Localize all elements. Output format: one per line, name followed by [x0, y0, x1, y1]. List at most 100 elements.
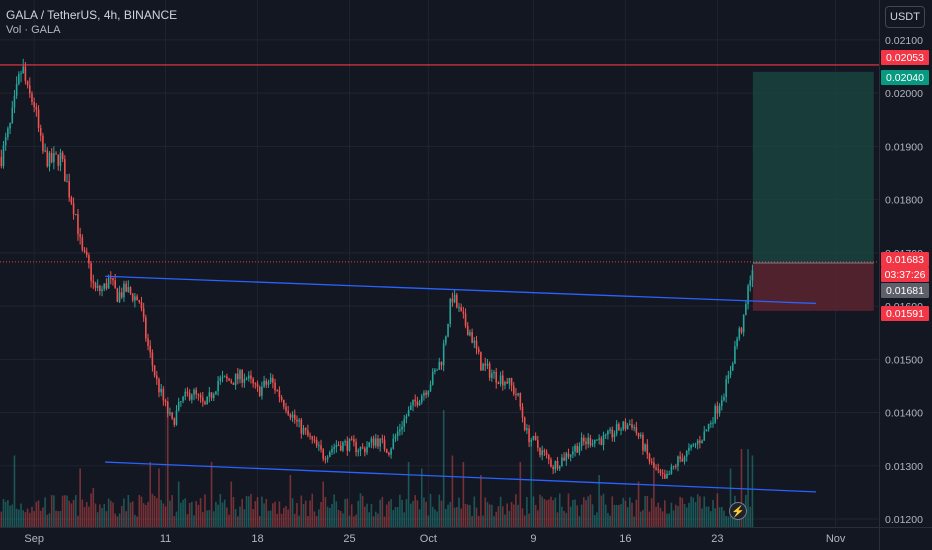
volume-bar	[20, 503, 22, 527]
candle-body	[217, 381, 219, 392]
volume-bar	[39, 510, 42, 527]
candle-body	[85, 251, 88, 256]
volume-legend[interactable]: Vol · GALA	[6, 24, 61, 36]
volume-bar	[602, 493, 605, 527]
candle-body	[561, 457, 563, 467]
volume-bar	[545, 500, 548, 527]
candle-body	[368, 442, 371, 447]
candle-body	[692, 444, 695, 446]
volume-bar	[412, 500, 414, 527]
candle-body	[506, 381, 508, 384]
entry-price-tag: 0.01681	[881, 283, 929, 299]
volume-bar	[283, 507, 285, 527]
candle-body	[447, 323, 449, 337]
candle-body	[455, 294, 458, 308]
candle-body	[359, 447, 362, 451]
currency-button[interactable]: USDT	[885, 6, 925, 28]
volume-bar	[140, 496, 143, 527]
symbol-title[interactable]: GALA / TetherUS, 4h, BINANCE	[6, 8, 178, 22]
volume-bar	[215, 501, 217, 527]
candle-body	[685, 450, 688, 457]
price-tick-label: 0.01800	[885, 195, 923, 207]
candle-body	[184, 391, 187, 397]
drawn-lines[interactable]	[0, 64, 879, 493]
candle-body	[123, 283, 125, 298]
candle-body	[107, 277, 110, 289]
candle-body	[523, 417, 526, 431]
volume-bar	[491, 504, 493, 527]
volume-bar	[607, 513, 609, 527]
candle-body	[350, 438, 353, 440]
candle-body	[320, 445, 322, 450]
candle-body	[668, 473, 671, 475]
volume-bar	[193, 515, 195, 527]
candle-body	[267, 382, 270, 385]
volume-bar	[307, 515, 309, 527]
candle-body	[644, 444, 646, 451]
volume-bar	[466, 504, 469, 527]
candle-body	[158, 378, 160, 393]
candle-body	[335, 444, 338, 448]
volume-bar	[123, 498, 125, 527]
candle-body	[679, 456, 681, 459]
volume-bar	[342, 513, 344, 527]
volume-bar	[497, 506, 500, 527]
candle-body	[81, 237, 84, 250]
candle-body	[394, 435, 397, 439]
candle-body	[519, 393, 522, 407]
volume-bar	[399, 494, 401, 527]
volume-bar	[42, 507, 44, 527]
volume-bar	[55, 510, 57, 527]
candle-body	[103, 283, 106, 290]
volume-bar	[15, 508, 18, 527]
volume-bar	[598, 475, 600, 527]
candle-body	[497, 382, 500, 384]
volume-bar	[674, 504, 677, 527]
volume-bar	[46, 514, 49, 527]
candle-body	[515, 393, 517, 396]
time-axis[interactable]: Sep 11 18 25 Oct 9 16 23 Nov	[24, 533, 846, 545]
candle-body	[307, 430, 309, 436]
candle-body	[142, 308, 145, 318]
candle-body	[90, 263, 92, 281]
candle-body	[344, 441, 346, 443]
candle-body	[276, 390, 279, 392]
candle-body	[480, 352, 482, 371]
volume-bar	[99, 504, 101, 527]
volume-bar	[125, 511, 127, 527]
candle-body	[484, 363, 487, 366]
candle-body	[20, 73, 22, 75]
volume-bar	[670, 502, 673, 527]
candle-body	[609, 429, 611, 432]
candle-body	[547, 454, 550, 460]
candle-body	[254, 383, 257, 385]
volume-bar	[158, 468, 160, 527]
volume-bar	[182, 499, 184, 527]
candle-body	[35, 106, 38, 110]
volume-bar	[300, 495, 303, 527]
candle-body	[212, 394, 215, 399]
volume-bar	[324, 496, 327, 527]
candle-body	[250, 375, 252, 379]
candles	[0, 58, 754, 480]
volume-bar	[7, 500, 9, 527]
volume-bar	[88, 506, 90, 527]
volume-bar	[530, 442, 533, 527]
candle-body	[101, 289, 103, 291]
lightning-icon[interactable]: ⚡	[729, 502, 747, 520]
volume-bar	[114, 513, 116, 527]
volume-bars	[0, 397, 754, 527]
volume-bar	[611, 496, 614, 527]
volume-bar	[414, 495, 416, 527]
candle-body	[223, 376, 226, 378]
candle-body	[688, 447, 690, 451]
volume-bar	[83, 507, 86, 527]
volume-bar	[749, 506, 752, 527]
candle-body	[383, 439, 386, 450]
candle-body	[681, 458, 684, 462]
volume-bar	[666, 513, 668, 527]
candle-body	[309, 435, 311, 437]
volume-bar	[79, 468, 81, 527]
candle-body	[556, 461, 559, 469]
